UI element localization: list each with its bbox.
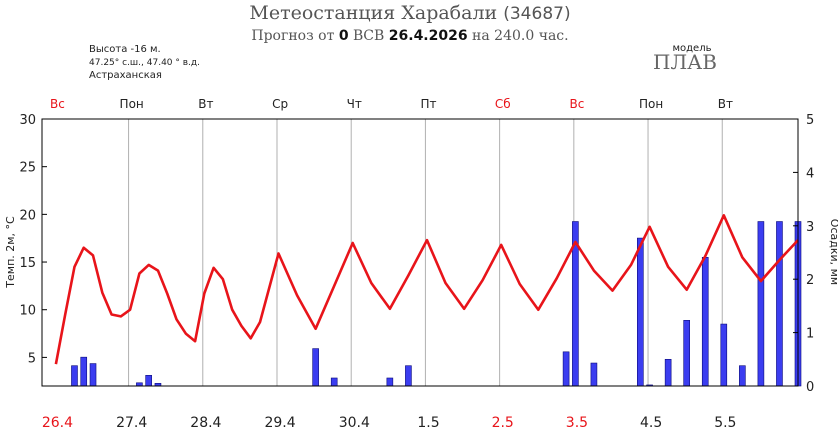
y-tick-left-label: 30 <box>19 113 36 128</box>
grid <box>128 119 723 386</box>
weekday-label: Вс <box>569 97 584 111</box>
date-label: 1.5 <box>417 415 439 431</box>
date-label: 4.5 <box>640 415 662 431</box>
precip-bar <box>386 377 394 387</box>
precip-bar <box>312 348 319 387</box>
weekday-label: Вт <box>718 97 733 111</box>
precip-bar <box>776 221 783 387</box>
y-tick-right-label: 1 <box>806 327 814 342</box>
y-tick-left-label: 15 <box>19 256 36 271</box>
weekday-label: Ср <box>272 97 288 111</box>
precip-bar <box>71 365 78 387</box>
date-label: 27.4 <box>116 415 147 431</box>
chart-title: Метеостанция Харабали (34687) <box>249 2 570 24</box>
precip-bar <box>683 320 690 387</box>
precip-bar <box>720 323 728 387</box>
y-axis-right-label: Осадки, мм <box>828 219 838 285</box>
precip-bar <box>701 257 709 387</box>
date-label: 2.5 <box>492 415 514 431</box>
subtitle-date: 26.4.2026 <box>389 28 468 44</box>
station-altitude: Высота -16 м. <box>89 44 161 55</box>
date-label: 28.4 <box>190 415 221 431</box>
y-tick-right-label: 5 <box>806 113 814 128</box>
plot-frame <box>41 118 799 387</box>
precip-bar <box>330 377 338 387</box>
precip-bar <box>664 358 672 387</box>
precip-bar <box>637 237 644 387</box>
y-tick-right-label: 3 <box>806 220 814 235</box>
y-tick-left-label: 25 <box>19 161 36 176</box>
precip-bar <box>405 365 412 387</box>
precip-bar <box>739 365 746 387</box>
station-region: Астраханская <box>89 70 162 81</box>
date-label: 30.4 <box>339 415 370 431</box>
precip-bar <box>145 375 152 387</box>
date-label: 5.5 <box>714 415 736 431</box>
y-tick-right-label: 2 <box>806 273 814 288</box>
weekday-label: Вс <box>50 97 65 111</box>
subtitle-hour: 0 <box>339 28 349 44</box>
y-tick-right-label: 4 <box>806 166 814 181</box>
date-label: 26.4 <box>42 415 73 431</box>
precip-bar <box>89 363 97 387</box>
title-station: Метеостанция Харабали <box>249 2 497 24</box>
precip-bar <box>562 351 570 387</box>
y-tick-left-label: 20 <box>19 208 36 223</box>
precip-bar <box>590 362 598 387</box>
model-name: ПЛАВ <box>653 50 717 74</box>
weekday-label: Вт <box>198 97 213 111</box>
weekday-labels: Вс Пон Вт Ср Чт Пт Сб Вс Пон Вт <box>50 97 733 111</box>
precip-bars <box>71 221 802 387</box>
title-station-code: (34687) <box>503 4 570 24</box>
y-ticks-right: 0 1 2 3 4 5 <box>793 113 814 395</box>
date-label: 29.4 <box>264 415 295 431</box>
date-labels: 26.4 27.4 28.4 29.4 30.4 1.5 2.5 3.5 4.5 5.5 <box>42 415 737 431</box>
y-tick-right-label: 0 <box>806 380 814 395</box>
chart-subtitle: Прогноз от 0 ВСВ 26.4.2026 на 240.0 час. <box>251 28 568 44</box>
weekday-label: Сб <box>495 97 511 111</box>
precip-bar <box>757 221 765 387</box>
weekday-label: Пон <box>639 97 663 111</box>
temperature-line <box>54 214 799 365</box>
date-label: 3.5 <box>566 415 588 431</box>
y-ticks-left: 5 10 15 20 25 30 <box>19 113 47 366</box>
temperature-series-line <box>54 214 799 365</box>
weekday-label: Пт <box>420 97 436 111</box>
weekday-label: Пон <box>120 97 144 111</box>
station-coords: 47.25° с.ш., 47.40 ° в.д. <box>89 58 200 68</box>
weekday-label: Чт <box>347 97 362 111</box>
y-tick-left-label: 10 <box>19 304 36 319</box>
y-axis-left-label: Темп. 2м, °С <box>4 216 17 289</box>
y-tick-left-label: 5 <box>28 351 36 366</box>
precip-bar <box>80 356 88 387</box>
model-label: модель <box>672 43 711 54</box>
